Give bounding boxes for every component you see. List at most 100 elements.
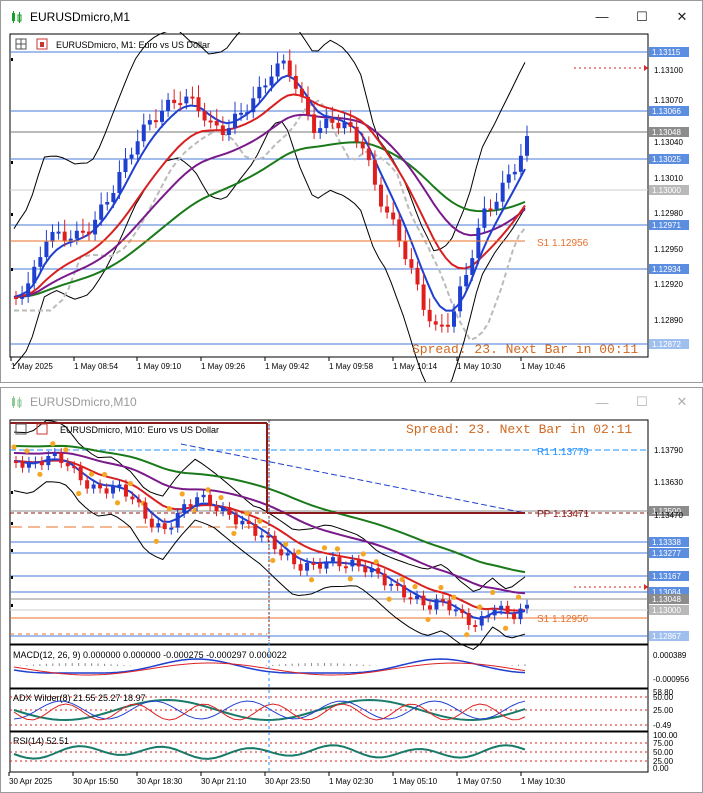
ma-blue-line	[13, 74, 526, 312]
close-button[interactable]: ✕	[676, 394, 688, 409]
candle-body	[253, 523, 258, 536]
candle-body	[208, 494, 213, 506]
minimize-button[interactable]: —	[595, 394, 609, 410]
candle-body	[473, 625, 478, 628]
price-chart-m1[interactable]: S1 1.12956 1.13115 1.13066 1.13048 1.13025 1…	[1, 32, 702, 382]
rsi-tick: 0.00	[653, 764, 669, 773]
window-titlebar[interactable]: EURUSDmicro,M10 — ☐ ✕	[1, 388, 702, 416]
candle-body	[160, 110, 164, 122]
price-tick: 1.13630	[654, 478, 683, 487]
price-badge	[649, 220, 689, 230]
candle-body	[453, 609, 458, 612]
parabolic-sar-dot	[490, 589, 496, 595]
candle-body	[65, 463, 70, 467]
time-label: 1 May 09:10	[137, 362, 182, 371]
time-label: 1 May 10:46	[521, 362, 566, 371]
candle-body	[311, 562, 316, 565]
candle-body	[494, 201, 499, 210]
candle-body	[488, 208, 493, 211]
parabolic-sar-dot	[114, 500, 121, 506]
price-badge-text: 1.13025	[652, 155, 681, 164]
parabolic-sar-dot	[11, 444, 17, 450]
parabolic-sar-dot	[515, 594, 522, 600]
candle-body	[275, 63, 280, 77]
rsi-tick: 50.00	[653, 748, 674, 757]
candle-body	[385, 206, 390, 213]
candle-body	[74, 230, 79, 239]
candle-body	[240, 520, 245, 525]
candle-body	[440, 599, 445, 602]
price-badge	[649, 571, 689, 581]
parabolic-sar-dot	[192, 507, 198, 513]
candle-body	[318, 563, 323, 569]
axis-marker	[11, 522, 13, 525]
price-badge	[649, 548, 689, 558]
candle-body	[14, 461, 18, 463]
candle-body	[201, 494, 206, 498]
maximize-button[interactable]: ☐	[636, 394, 648, 409]
window-titlebar[interactable]: EURUSDmicro,M1 — ☐ ✕	[1, 1, 702, 32]
window-title: EURUSDmicro,M10	[30, 395, 137, 409]
parabolic-sar-dot	[76, 490, 82, 497]
price-badge-text: 1.13000	[652, 606, 681, 615]
parabolic-sar-dot	[63, 447, 69, 453]
candle-body	[452, 311, 456, 327]
candle-body	[305, 562, 310, 571]
price-tick: 1.12890	[654, 316, 683, 325]
candle-body	[72, 466, 77, 469]
price-badge-text: 1.13084	[652, 588, 681, 597]
candle-body	[26, 283, 31, 297]
chart-title: EURUSDmicro, M10: Euro vs US Dollar	[60, 425, 219, 435]
price-badge-text: 1.13066	[652, 107, 681, 116]
parabolic-sar-dot	[399, 576, 405, 583]
price-badge-text: 1.12867	[652, 632, 681, 641]
maximize-button[interactable]: ☐	[636, 8, 648, 24]
candle-body	[263, 85, 268, 88]
s1-label: S1 1.12956	[537, 238, 589, 249]
price-badge-text: 1.13115	[652, 48, 681, 57]
time-label: 1 May 02:30	[329, 777, 374, 786]
time-label: 30 Apr 23:50	[265, 777, 311, 786]
close-button[interactable]: ✕	[676, 8, 688, 24]
candle-body	[486, 615, 491, 618]
candle-body	[525, 604, 529, 609]
candle-body	[285, 553, 290, 556]
parabolic-sar-dot	[24, 448, 30, 454]
candle-body	[391, 212, 396, 220]
arrow-marker-icon	[644, 65, 648, 71]
candle-body	[427, 309, 432, 322]
candle-body	[68, 238, 73, 241]
parabolic-sar-dot	[451, 594, 457, 600]
parabolic-sar-dot	[231, 530, 237, 537]
candle-body	[38, 257, 43, 267]
candle-body	[466, 613, 471, 626]
candle-body	[421, 284, 426, 310]
adx-tick: 50.00	[653, 693, 674, 702]
price-chart-m10[interactable]: R1 1.13779 PP 1.13471 S1 1.12956 1.13500…	[1, 416, 702, 792]
candle-body	[78, 466, 83, 481]
time-label: 30 Apr 18:30	[137, 777, 183, 786]
candle-body	[330, 118, 335, 123]
candle-body	[111, 485, 116, 494]
minimize-button[interactable]: —	[595, 9, 609, 24]
candle-body	[105, 202, 110, 205]
time-label: 1 May 09:58	[329, 362, 374, 371]
chart-type-icon	[36, 38, 48, 50]
parabolic-sar-dot	[412, 584, 418, 590]
candle-body	[220, 507, 225, 512]
price-tick: 1.13010	[654, 174, 683, 183]
candle-body	[324, 118, 329, 129]
parabolic-sar-dot	[308, 577, 315, 583]
candle-body	[379, 184, 383, 207]
axis-marker	[11, 161, 13, 164]
candle-body	[476, 227, 481, 259]
candle-body	[360, 141, 365, 149]
chart-window-m10[interactable]: EURUSDmicro,M10 — ☐ ✕ R1 1.13779 PP 1.13…	[0, 387, 703, 793]
parabolic-sar-dot	[283, 541, 289, 547]
candle-body	[93, 219, 98, 235]
rsi-label: RSI(14) 52.51	[13, 736, 69, 746]
chart-header: EURUSDmicro, M1: Euro vs US Dollar	[15, 38, 210, 50]
candle-body	[369, 568, 374, 573]
chart-app-icon	[12, 10, 22, 23]
chart-window-m1[interactable]: EURUSDmicro,M1 — ☐ ✕ S1 1.12956 1.13115 1…	[0, 0, 703, 383]
